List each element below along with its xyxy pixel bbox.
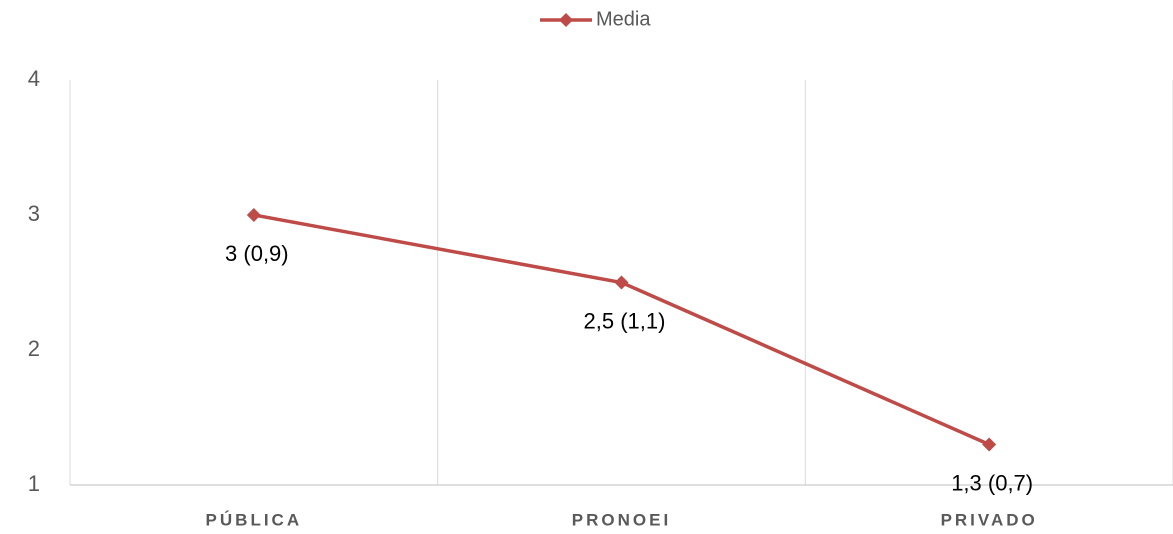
- legend-marker: [559, 13, 573, 27]
- data-label: 2,5 (1,1): [584, 308, 666, 333]
- legend-label: Media: [596, 8, 651, 30]
- y-tick-label: 3: [28, 201, 40, 226]
- x-tick-label: PRIVADO: [941, 510, 1038, 529]
- y-tick-label: 4: [28, 66, 40, 91]
- marker: [614, 275, 629, 290]
- y-tick-label: 1: [28, 471, 40, 496]
- x-tick-label: PÚBLICA: [206, 510, 303, 529]
- data-label: 3 (0,9): [225, 241, 289, 266]
- data-label: 1,3 (0,7): [951, 470, 1033, 495]
- marker: [982, 437, 997, 452]
- x-tick-label: PRONOEI: [572, 510, 671, 529]
- y-tick-label: 2: [28, 336, 40, 361]
- marker: [246, 208, 261, 222]
